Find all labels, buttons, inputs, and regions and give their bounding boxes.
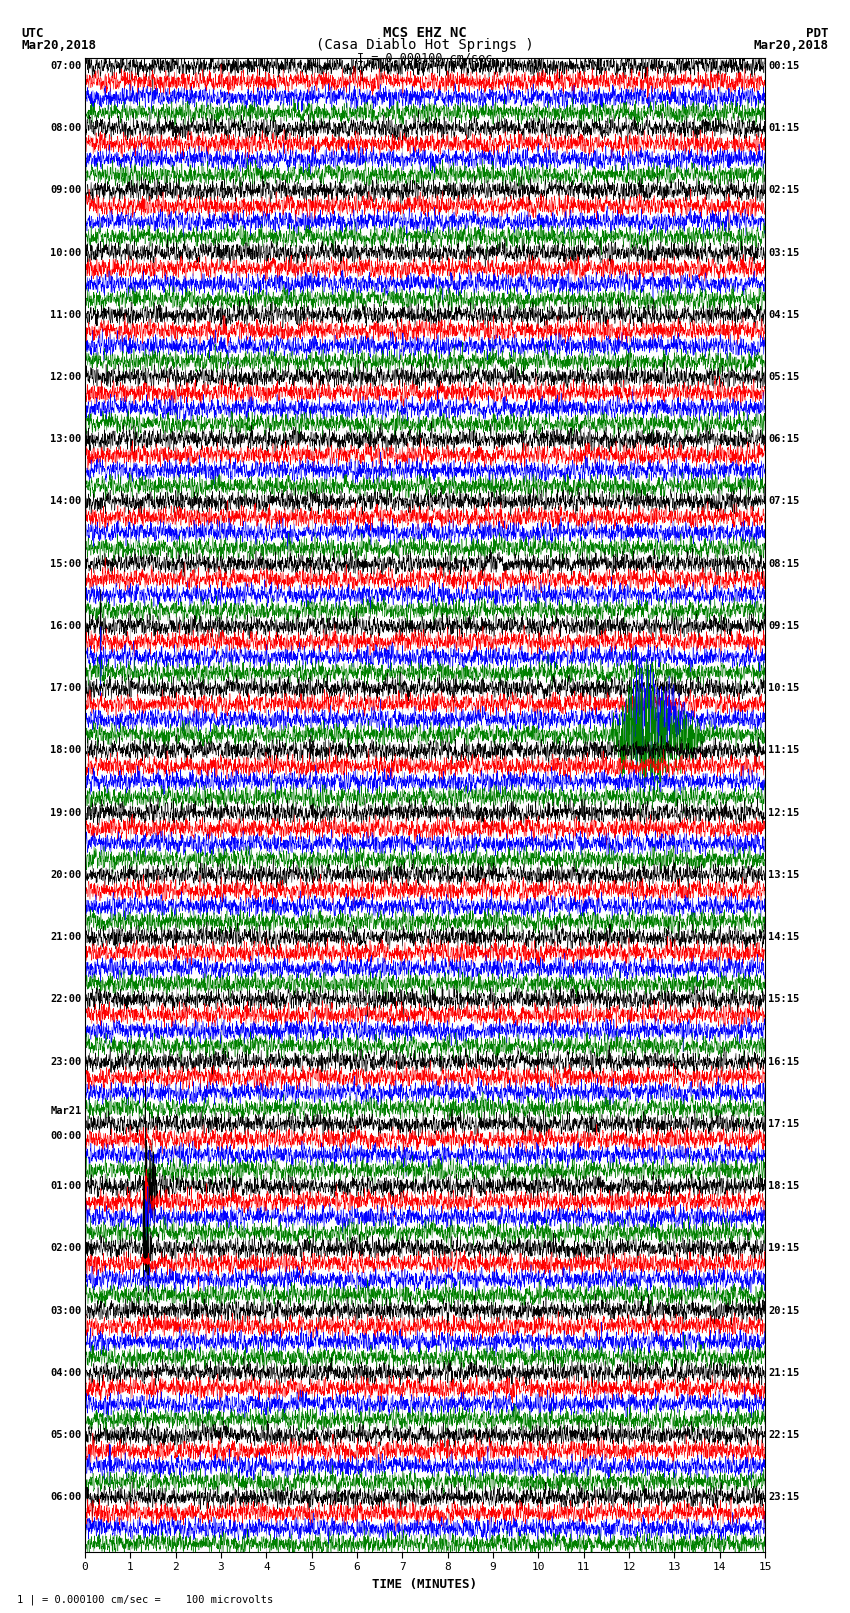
Text: 11:00: 11:00: [50, 310, 82, 319]
Text: 1 | = 0.000100 cm/sec =    100 microvolts: 1 | = 0.000100 cm/sec = 100 microvolts: [17, 1594, 273, 1605]
Text: 18:00: 18:00: [50, 745, 82, 755]
Text: 16:15: 16:15: [768, 1057, 800, 1066]
Text: PDT: PDT: [807, 26, 829, 39]
Text: 22:00: 22:00: [50, 994, 82, 1005]
Text: 03:15: 03:15: [768, 247, 800, 258]
Text: Mar20,2018: Mar20,2018: [754, 39, 829, 52]
Text: 09:00: 09:00: [50, 185, 82, 195]
Text: 02:00: 02:00: [50, 1244, 82, 1253]
Text: 01:15: 01:15: [768, 123, 800, 134]
Text: 20:15: 20:15: [768, 1305, 800, 1316]
Text: 02:15: 02:15: [768, 185, 800, 195]
Text: 04:15: 04:15: [768, 310, 800, 319]
Text: 06:00: 06:00: [50, 1492, 82, 1502]
Text: MCS EHZ NC: MCS EHZ NC: [383, 26, 467, 39]
Text: 19:15: 19:15: [768, 1244, 800, 1253]
Text: 10:15: 10:15: [768, 684, 800, 694]
X-axis label: TIME (MINUTES): TIME (MINUTES): [372, 1578, 478, 1590]
Text: Mar21: Mar21: [50, 1107, 82, 1116]
Text: 12:15: 12:15: [768, 808, 800, 818]
Text: 21:15: 21:15: [768, 1368, 800, 1378]
Text: 05:00: 05:00: [50, 1431, 82, 1440]
Text: 18:15: 18:15: [768, 1181, 800, 1190]
Text: (Casa Diablo Hot Springs ): (Casa Diablo Hot Springs ): [316, 37, 534, 52]
Text: 21:00: 21:00: [50, 932, 82, 942]
Text: 06:15: 06:15: [768, 434, 800, 444]
Text: 23:00: 23:00: [50, 1057, 82, 1066]
Text: I = 0.000100 cm/sec: I = 0.000100 cm/sec: [357, 52, 493, 65]
Text: 07:00: 07:00: [50, 61, 82, 71]
Text: 13:15: 13:15: [768, 869, 800, 881]
Text: 20:00: 20:00: [50, 869, 82, 881]
Text: 05:15: 05:15: [768, 373, 800, 382]
Text: 01:00: 01:00: [50, 1181, 82, 1190]
Text: 13:00: 13:00: [50, 434, 82, 444]
Text: 04:00: 04:00: [50, 1368, 82, 1378]
Text: 09:15: 09:15: [768, 621, 800, 631]
Text: 22:15: 22:15: [768, 1431, 800, 1440]
Text: 16:00: 16:00: [50, 621, 82, 631]
Text: 07:15: 07:15: [768, 497, 800, 506]
Text: 17:00: 17:00: [50, 684, 82, 694]
Text: 14:00: 14:00: [50, 497, 82, 506]
Text: 03:00: 03:00: [50, 1305, 82, 1316]
Text: 14:15: 14:15: [768, 932, 800, 942]
Text: 23:15: 23:15: [768, 1492, 800, 1502]
Text: 17:15: 17:15: [768, 1119, 800, 1129]
Text: 00:15: 00:15: [768, 61, 800, 71]
Text: 12:00: 12:00: [50, 373, 82, 382]
Text: 08:00: 08:00: [50, 123, 82, 134]
Text: 08:15: 08:15: [768, 558, 800, 569]
Text: 15:00: 15:00: [50, 558, 82, 569]
Text: 19:00: 19:00: [50, 808, 82, 818]
Text: Mar20,2018: Mar20,2018: [21, 39, 96, 52]
Text: 15:15: 15:15: [768, 994, 800, 1005]
Text: 11:15: 11:15: [768, 745, 800, 755]
Text: 00:00: 00:00: [50, 1131, 82, 1142]
Text: UTC: UTC: [21, 26, 43, 39]
Text: 10:00: 10:00: [50, 247, 82, 258]
